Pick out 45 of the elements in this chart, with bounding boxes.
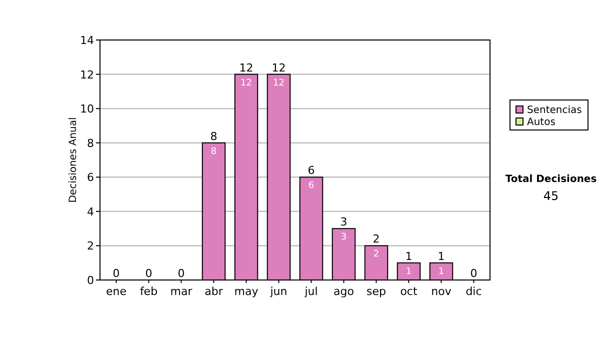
y-axis-title: Decisiones Anual bbox=[68, 117, 79, 203]
text: Total Decisiones bbox=[505, 174, 597, 185]
x-tick-label: abr bbox=[204, 285, 224, 298]
text: 45 bbox=[543, 189, 559, 203]
x-tick-label: may bbox=[234, 285, 259, 298]
data-label: 6 bbox=[308, 181, 314, 192]
data-label: 3 bbox=[340, 232, 347, 243]
y-tick-label: 4 bbox=[87, 205, 94, 218]
x-tick-label: feb bbox=[140, 285, 158, 298]
total-label: 1 bbox=[405, 250, 412, 263]
total-label: 0 bbox=[470, 267, 478, 280]
total-label: 8 bbox=[210, 130, 218, 143]
data-label: 12 bbox=[240, 78, 252, 88]
y-tick-label: 2 bbox=[87, 240, 94, 253]
total-label: 12 bbox=[239, 61, 254, 74]
x-tick-label: ago bbox=[334, 285, 354, 298]
data-label: 1 bbox=[438, 266, 444, 277]
x-tick-label: sep bbox=[366, 285, 386, 298]
data-label: 8 bbox=[210, 146, 217, 157]
y-tick-label: 12 bbox=[80, 68, 94, 82]
y-tick-label: 10 bbox=[80, 102, 94, 116]
x-tick-label: dic bbox=[466, 285, 482, 298]
y-tick-label: 8 bbox=[87, 136, 94, 150]
y-tick-label: 6 bbox=[87, 171, 94, 184]
total-label: 3 bbox=[340, 216, 348, 229]
total-label: 0 bbox=[145, 267, 152, 280]
total-label: 1 bbox=[438, 250, 445, 263]
x-tick-label: ene bbox=[106, 285, 127, 298]
total-label: 0 bbox=[178, 267, 185, 280]
data-label: 2 bbox=[373, 250, 380, 260]
x-tick-label: nov bbox=[431, 285, 452, 298]
total-label: 2 bbox=[372, 232, 380, 246]
legend-label: Sentencias bbox=[527, 105, 582, 116]
total-label: 6 bbox=[308, 164, 315, 178]
y-tick-label: 14 bbox=[80, 34, 94, 47]
x-tick-label: oct bbox=[400, 285, 418, 298]
x-tick-label: mar bbox=[170, 285, 193, 298]
legend-label: Autos bbox=[527, 117, 556, 128]
total-label: 12 bbox=[272, 61, 286, 74]
x-tick-label: jun bbox=[269, 285, 288, 298]
y-tick-label: 0 bbox=[87, 274, 94, 287]
data-label: 12 bbox=[273, 78, 284, 88]
x-tick-label: jul bbox=[304, 285, 318, 298]
data-label: 1 bbox=[406, 266, 412, 277]
total-label: 0 bbox=[112, 267, 120, 280]
